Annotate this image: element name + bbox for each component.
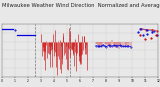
- Text: Milwaukee Weather Wind Direction  Normalized and Average  (24 Hours) (Old): Milwaukee Weather Wind Direction Normali…: [2, 3, 160, 8]
